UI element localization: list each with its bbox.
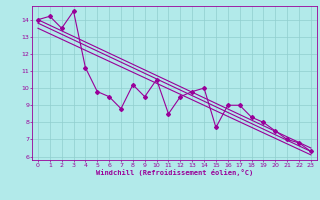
X-axis label: Windchill (Refroidissement éolien,°C): Windchill (Refroidissement éolien,°C): [96, 169, 253, 176]
